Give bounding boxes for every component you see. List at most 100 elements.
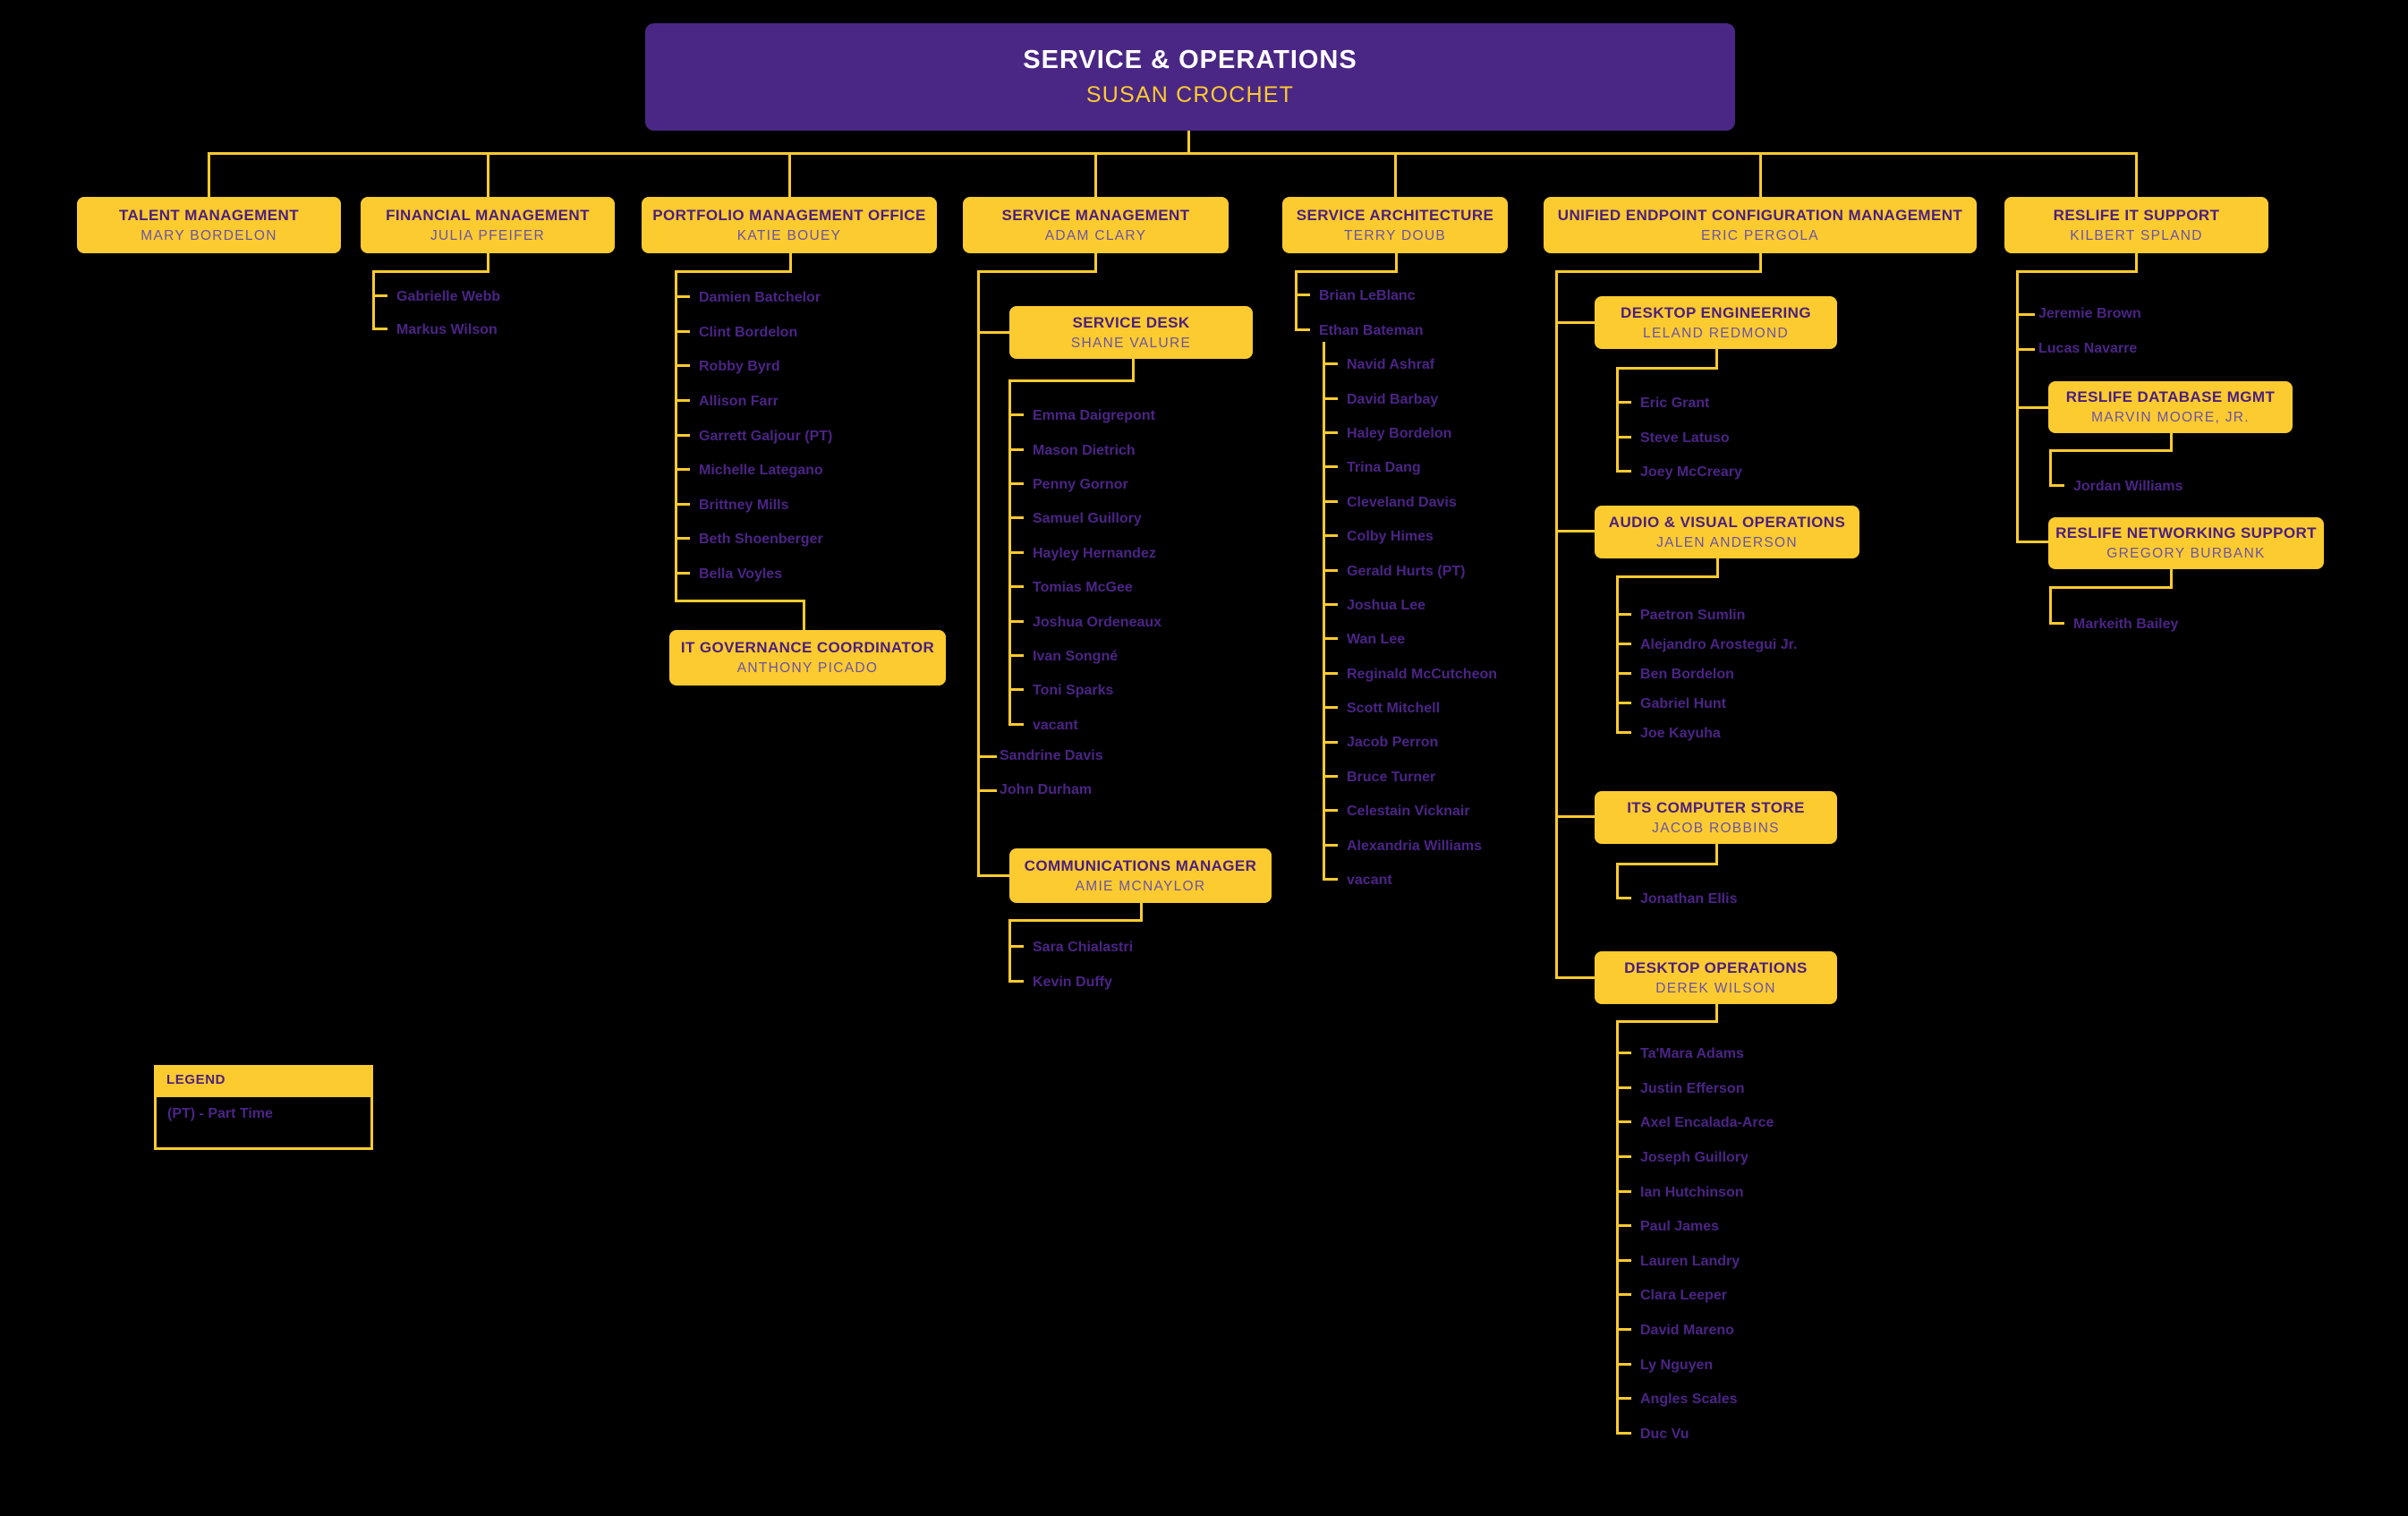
report-item: Bella Voyles bbox=[675, 270, 952, 592]
team-title: ITS COMPUTER STORE bbox=[1627, 798, 1805, 816]
report-item: Ian Hutchinson bbox=[1616, 1021, 1876, 1210]
legend-header: LEGEND bbox=[154, 1065, 373, 1094]
connector-stub-service-arch bbox=[1394, 152, 1397, 197]
connector-service-arch-entry bbox=[1295, 253, 1398, 273]
dept-box-unified-endpoint-configuration-management: UNIFIED ENDPOINT CONFIGURATION MANAGEMEN… bbox=[1544, 197, 1977, 253]
report-item: Lauren Landry bbox=[1616, 1021, 1876, 1280]
report-item: Haley Bordelon bbox=[1323, 342, 1582, 451]
team-box-service-desk: SERVICE DESK SHANE VALURE bbox=[1009, 306, 1253, 359]
dept-title: RESLIFE IT SUPPORT bbox=[2053, 206, 2220, 224]
report-item: David Barbay bbox=[1323, 342, 1582, 416]
connector-database-mgmt-entry bbox=[2049, 433, 2173, 452]
connector-desktop-engineering-entry bbox=[1616, 349, 1718, 370]
report-item: Steve Latuso bbox=[1616, 368, 1876, 456]
dept-name: JULIA PFEIFER bbox=[430, 227, 545, 243]
report-item: Clint Bordelon bbox=[675, 270, 952, 351]
reports-list-database-mgmt: Jordan Williams bbox=[2049, 450, 2300, 515]
report-item: Hayley Hernandez bbox=[1008, 379, 1268, 571]
dept-name: ERIC PERGOLA bbox=[1701, 227, 1819, 243]
connector-service-desk-entry bbox=[1008, 359, 1135, 382]
team-box-audio-visual-operations: AUDIO & VISUAL OPERATIONS JALEN ANDERSON bbox=[1595, 506, 1859, 558]
reports-list-networking-support: Markeith Bailey bbox=[2049, 587, 2300, 653]
team-title: AUDIO & VISUAL OPERATIONS bbox=[1608, 513, 1846, 531]
report-item: Tomias McGee bbox=[1008, 379, 1268, 605]
dept-box-financial-management: FINANCIAL MANAGEMENT JULIA PFEIFER bbox=[361, 197, 615, 253]
report-item: vacant bbox=[1008, 379, 1268, 743]
dept-box-talent-management: TALENT MANAGEMENT MARY BORDELON bbox=[77, 197, 341, 253]
connector-tick-desktop-engineering bbox=[1555, 321, 1596, 324]
dept-title: PORTFOLIO MANAGEMENT OFFICE bbox=[652, 206, 926, 224]
report-item: Penny Gornor bbox=[1008, 379, 1268, 502]
reports-list-financial: Gabrielle Webb Markus Wilson bbox=[372, 270, 641, 356]
report-item: Garrett Galjour (PT) bbox=[675, 270, 952, 454]
team-title: DESKTOP ENGINEERING bbox=[1621, 303, 1811, 321]
connector-tick-jeremie bbox=[2016, 313, 2035, 316]
report-item: Axel Encalada-Arce bbox=[1616, 1021, 1876, 1141]
connector-desktop-operations-entry bbox=[1616, 1004, 1718, 1023]
connector-tick-communications bbox=[977, 874, 1011, 877]
team-name: SHANE VALURE bbox=[1070, 335, 1192, 351]
connector-service-mgmt-spine bbox=[977, 271, 980, 877]
team-name: AMIE MCNAYLOR bbox=[1075, 878, 1206, 894]
report-item: Paul James bbox=[1616, 1021, 1876, 1245]
report-item: vacant bbox=[1323, 342, 1582, 898]
report-item: Alexandria Williams bbox=[1323, 342, 1582, 863]
team-title: SERVICE DESK bbox=[1072, 313, 1190, 331]
team-name: MARVIN MOORE, JR. bbox=[2091, 410, 2250, 425]
connector-networking-support-entry bbox=[2049, 569, 2173, 589]
report-item: Scott Mitchell bbox=[1323, 342, 1582, 726]
report-item: Trina Dang bbox=[1323, 342, 1582, 485]
report-item: Colby Himes bbox=[1323, 342, 1582, 554]
report-item: Kevin Duffy bbox=[1008, 920, 1268, 1001]
report-item: Clara Leeper bbox=[1616, 1021, 1876, 1314]
report-item: Allison Farr bbox=[675, 270, 952, 420]
connector-top-rail bbox=[208, 152, 2137, 155]
reports-list-audio-visual: Paetron Sumlin Alejandro Arostegui Jr. B… bbox=[1616, 576, 1885, 760]
connector-tick-desktop-operations bbox=[1555, 976, 1596, 979]
report-item: Justin Efferson bbox=[1616, 1021, 1876, 1107]
root-title: SERVICE & OPERATIONS bbox=[1023, 46, 1357, 74]
report-item: Markus Wilson bbox=[372, 270, 641, 348]
report-item: Ethan Bateman bbox=[1295, 270, 1545, 349]
connector-tick-networking-support bbox=[2016, 541, 2050, 543]
team-name: JALEN ANDERSON bbox=[1656, 534, 1798, 550]
report-item: Bruce Turner bbox=[1323, 342, 1582, 795]
team-name: DEREK WILSON bbox=[1655, 980, 1776, 996]
report-item: Sara Chialastri bbox=[1008, 920, 1268, 966]
report-item: Mason Dietrich bbox=[1008, 379, 1268, 467]
connector-governance-elbow bbox=[675, 574, 805, 602]
team-name: GREGORY BURBANK bbox=[2106, 546, 2266, 561]
dept-name: TERRY DOUB bbox=[1343, 227, 1447, 243]
report-item: Michelle Lategano bbox=[675, 270, 952, 489]
legend-entry: (PT) - Part Time bbox=[167, 1106, 273, 1121]
reports-list-computer-store: Jonathan Ellis bbox=[1616, 864, 1876, 928]
report-item: Jonathan Ellis bbox=[1616, 864, 1876, 917]
dept-box-service-architecture: SERVICE ARCHITECTURE TERRY DOUB bbox=[1282, 197, 1508, 253]
report-item: Robby Byrd bbox=[675, 270, 952, 385]
report-item: Ben Bordelon bbox=[1616, 576, 1885, 689]
reports-list-desktop-engineering: Eric Grant Steve Latuso Joey McCreary bbox=[1616, 368, 1876, 502]
report-item: Damien Batchelor bbox=[675, 270, 952, 316]
reports-list-desktop-operations: Ta'Mara Adams Justin Efferson Axel Encal… bbox=[1616, 1021, 1876, 1463]
report-item: Paetron Sumlin bbox=[1616, 576, 1885, 630]
dept-name: KILBERT SPLAND bbox=[2070, 227, 2203, 243]
team-title: IT GOVERNANCE COORDINATOR bbox=[680, 639, 935, 656]
report-item: Brian LeBlanc bbox=[1295, 270, 1545, 314]
report-item: Joshua Lee bbox=[1323, 342, 1582, 623]
report-item: Ta'Mara Adams bbox=[1616, 1021, 1876, 1072]
team-name: LELAND REDMOND bbox=[1643, 325, 1789, 341]
report-item: Emma Daigrepont bbox=[1008, 379, 1268, 433]
reports-list-bateman: Navid Ashraf David Barbay Haley Bordelon… bbox=[1323, 342, 1582, 909]
connector-stub-reslife bbox=[2135, 152, 2138, 197]
connector-tick-audio-visual bbox=[1555, 530, 1596, 532]
dept-box-portfolio-management-office: PORTFOLIO MANAGEMENT OFFICE KATIE BOUEY bbox=[642, 197, 937, 253]
dept-title: SERVICE ARCHITECTURE bbox=[1296, 206, 1494, 224]
team-title: RESLIFE NETWORKING SUPPORT bbox=[2055, 524, 2317, 541]
report-item: Joe Kayuha bbox=[1616, 576, 1885, 748]
connector-tick-lucas bbox=[2016, 348, 2035, 351]
connector-pmo-entry bbox=[675, 253, 792, 273]
dept-box-reslife-it-support: RESLIFE IT SUPPORT KILBERT SPLAND bbox=[2004, 197, 2268, 253]
connector-tick-john bbox=[977, 789, 997, 792]
team-box-communications-manager: COMMUNICATIONS MANAGER AMIE MCNAYLOR bbox=[1009, 848, 1272, 903]
connector-tick-sandrine bbox=[977, 755, 997, 758]
